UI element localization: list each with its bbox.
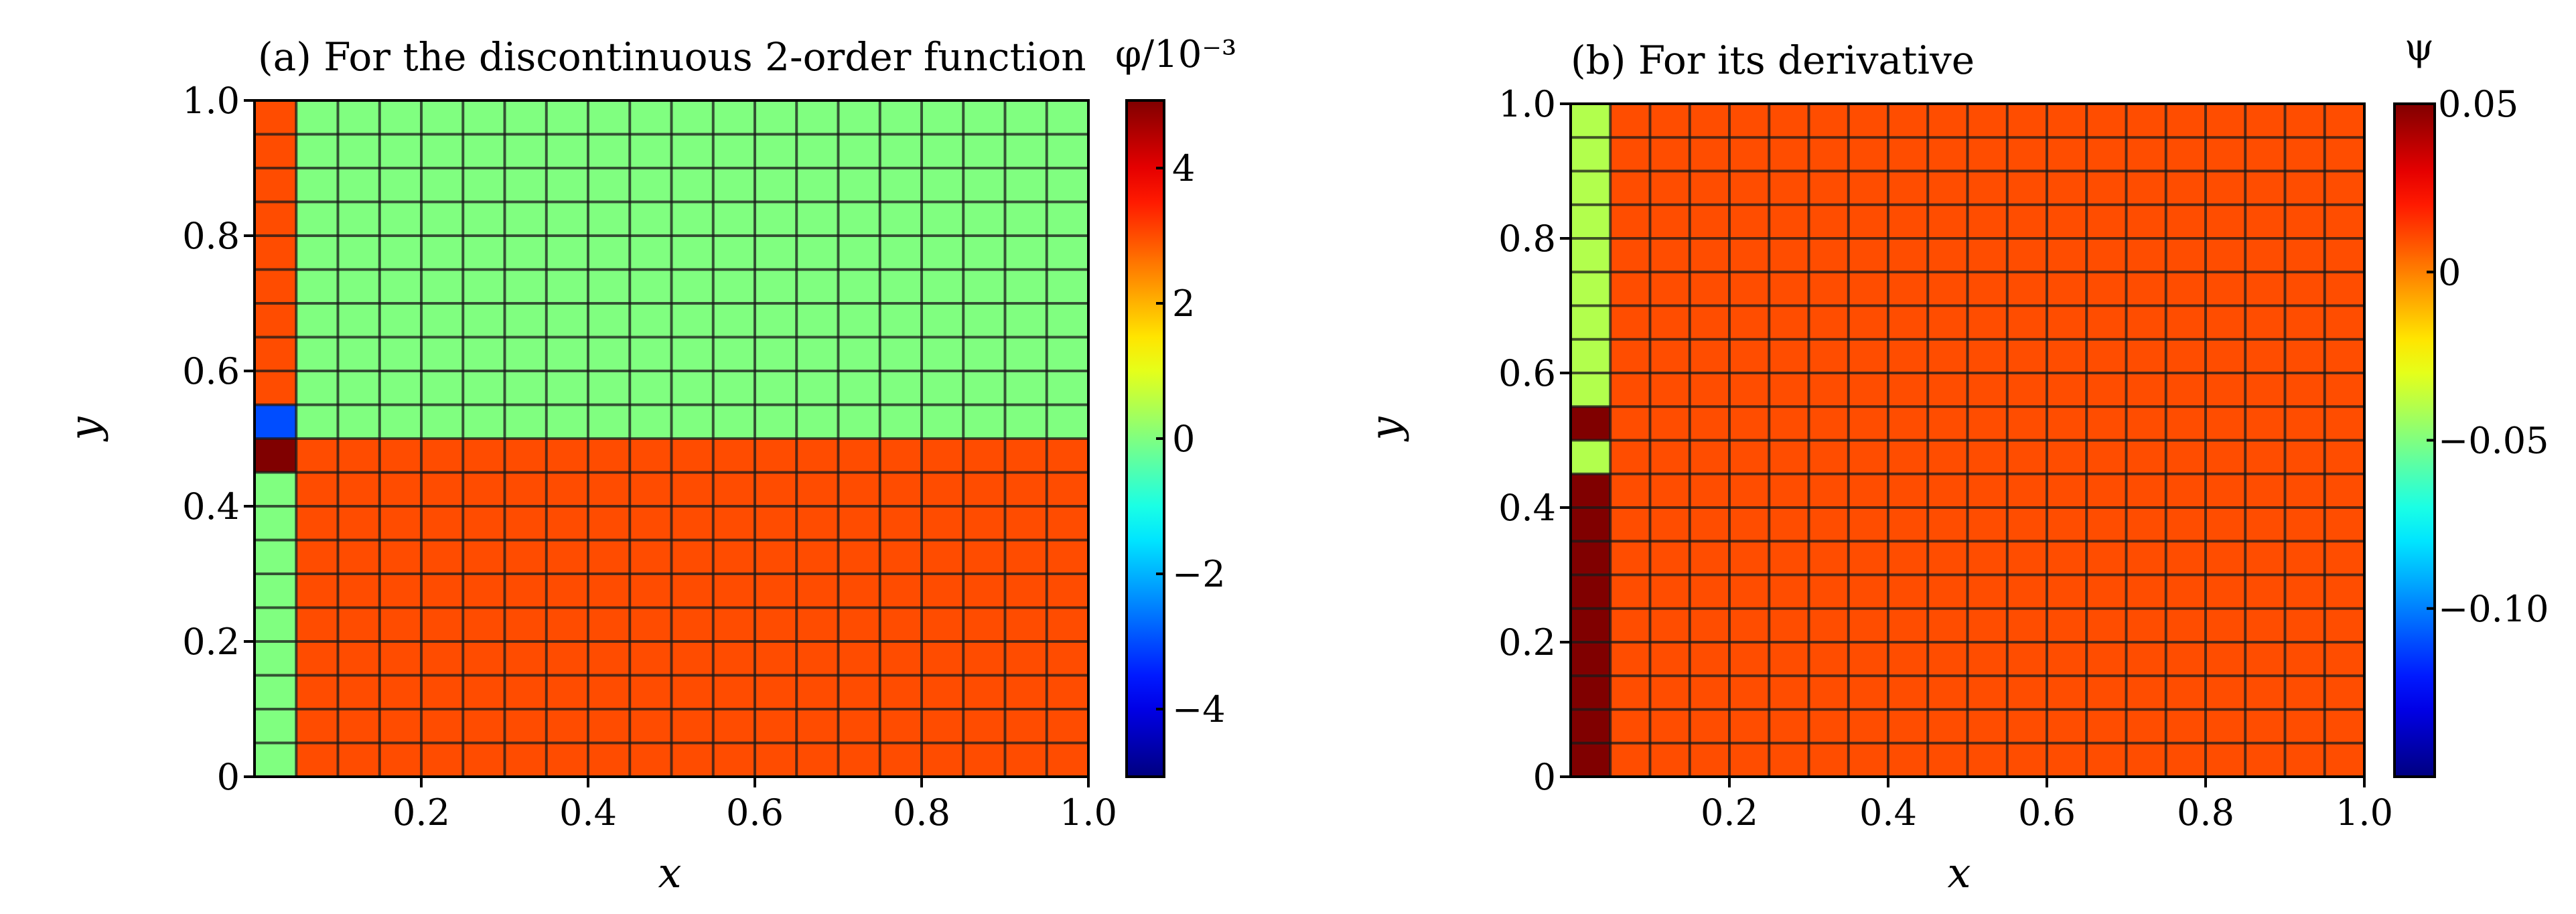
y-tick-label: 0.8 xyxy=(1498,218,1556,260)
mesh-grid xyxy=(1571,104,2364,777)
y-tick-label: 0.8 xyxy=(182,215,240,257)
y-tick-label: 0.6 xyxy=(182,350,240,392)
x-tick-label: 0.4 xyxy=(559,791,617,834)
colorbar-tick-label: −4 xyxy=(1172,688,1226,731)
heatmap-cell xyxy=(255,100,297,405)
colorbar-tick-label: 0.05 xyxy=(2438,83,2518,125)
heatmap-cell xyxy=(255,439,297,473)
colorbar: 0.05 0 −0.05 −0.10 xyxy=(2393,83,2549,778)
heatmap-cell xyxy=(255,404,297,439)
colorbar-tick-label: 0 xyxy=(2438,251,2461,293)
heatmap-cell xyxy=(1571,406,1611,441)
colorbar-tick-label: 2 xyxy=(1172,283,1195,325)
x-axis-label-a: x xyxy=(658,848,682,897)
plot-frame xyxy=(253,99,1090,778)
mesh-grid xyxy=(255,100,1088,777)
x-tick-label: 0.4 xyxy=(1859,791,1917,834)
y-tick-label: 1.0 xyxy=(182,80,240,122)
x-tick-label: 1.0 xyxy=(1060,791,1117,834)
y-tick-label: 0.4 xyxy=(182,485,240,528)
x-tick-label: 0.8 xyxy=(893,791,950,834)
y-tick-label: 0 xyxy=(1533,756,1556,798)
colorbar-tick-label: 0 xyxy=(1172,418,1195,460)
colorbar-tick-label: 4 xyxy=(1172,147,1195,189)
panel-a: (a) For the discontinuous 2-order functi… xyxy=(60,33,1236,897)
x-tick-label: 0.6 xyxy=(726,791,784,834)
plot-frame xyxy=(1569,102,2366,778)
heatmap-cell xyxy=(1571,473,1611,777)
colorbar-label-b: ψ xyxy=(2405,26,2434,70)
heatmap-cell xyxy=(255,472,297,777)
panel-b: (b) For its derivative x y ψ 0.2 0.4 0.6 0.… xyxy=(1361,26,2549,897)
heatmap-cell xyxy=(1571,440,1611,474)
colorbar-tick-label: −0.10 xyxy=(2438,588,2549,630)
x-tick-label: 1.0 xyxy=(2336,791,2393,834)
x-tick-label: 0.2 xyxy=(1701,791,1758,834)
x-tick-label: 0.6 xyxy=(2018,791,2076,834)
y-tick-label: 0.6 xyxy=(1498,352,1556,394)
y-axis-label-a: y xyxy=(60,416,109,443)
y-tick-label: 1.0 xyxy=(1498,83,1556,125)
colorbar-label-a: φ/10⁻³ xyxy=(1115,33,1236,76)
y-tick-label: 0.4 xyxy=(1498,487,1556,529)
y-tick-label: 0.2 xyxy=(1498,621,1556,664)
y-tick-label: 0.2 xyxy=(182,621,240,663)
chart-title-a: (a) For the discontinuous 2-order functi… xyxy=(258,34,1086,80)
chart-title-b: (b) For its derivative xyxy=(1571,37,1975,83)
colorbar-tick-label: −0.05 xyxy=(2438,420,2549,462)
x-axis-label-b: x xyxy=(1948,848,1971,897)
colorbar: −4 −2 0 2 4 xyxy=(1125,99,1226,778)
y-tick-label: 0 xyxy=(217,756,240,798)
colorbar-tick-label: −2 xyxy=(1172,553,1226,595)
x-tick-label: 0.8 xyxy=(2177,791,2234,834)
x-tick-label: 0.2 xyxy=(392,791,450,834)
heatmap-cell xyxy=(1571,104,1611,407)
y-axis-label-b: y xyxy=(1361,416,1410,443)
